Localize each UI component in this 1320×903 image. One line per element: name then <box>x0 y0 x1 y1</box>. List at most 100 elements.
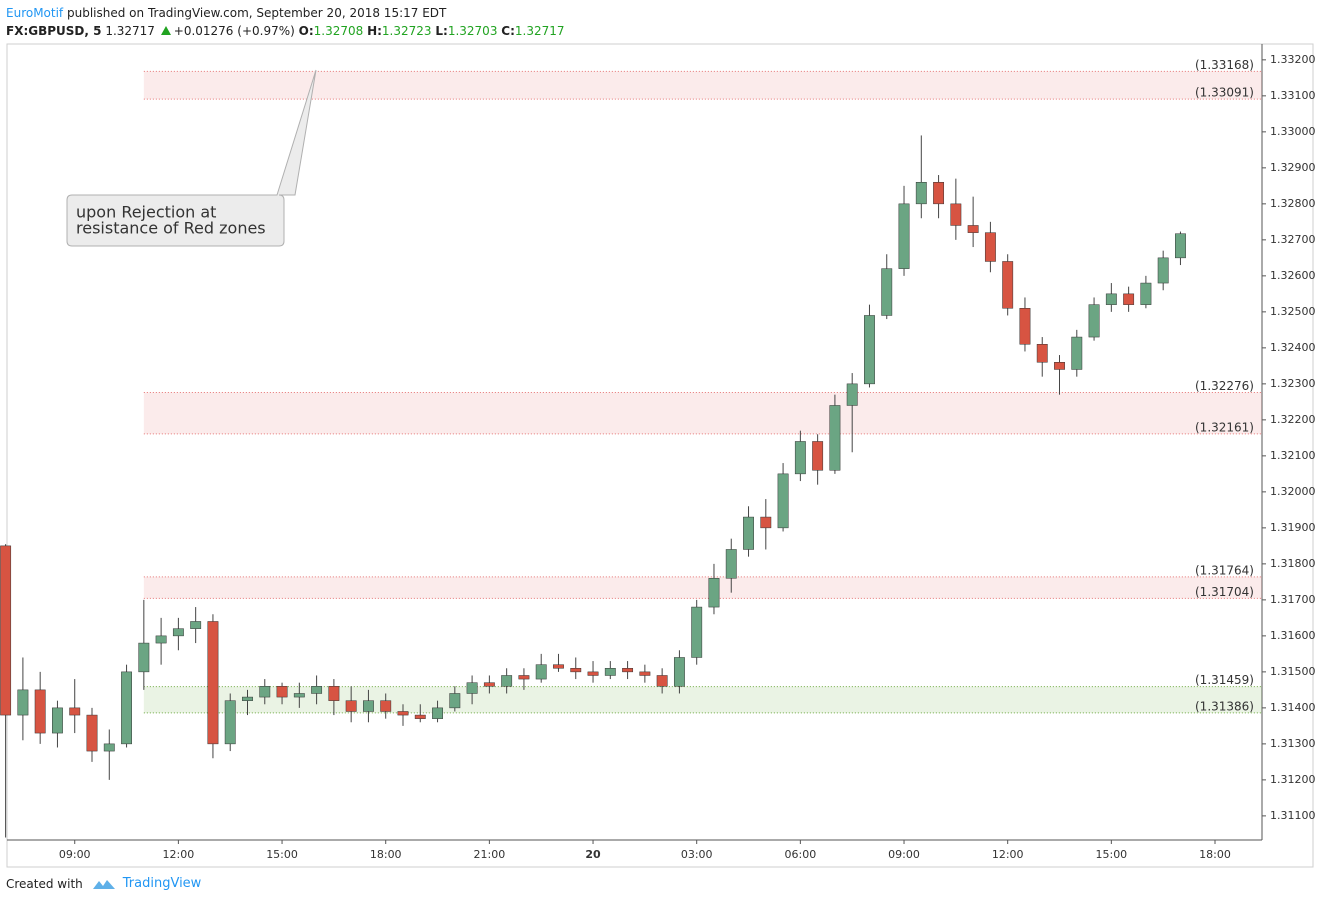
annotation-line: resistance of Red zones <box>76 219 266 238</box>
x-tick-label: 15:00 <box>266 848 298 861</box>
candle-body <box>777 473 789 529</box>
candle-body <box>293 693 305 698</box>
candle-body <box>242 696 253 701</box>
candle-body <box>190 621 202 629</box>
candle-body <box>812 441 824 471</box>
y-tick-label: 1.32100 <box>1270 449 1316 462</box>
candle-body <box>380 700 392 712</box>
y-tick-label: 1.31700 <box>1270 593 1316 606</box>
candle-body <box>1140 282 1152 305</box>
candle-body <box>311 686 323 694</box>
ohlc-value: 1.32708 <box>313 24 364 38</box>
candle-body <box>1175 233 1186 259</box>
y-tick-label: 1.32700 <box>1270 233 1316 246</box>
candle-body <box>138 642 150 673</box>
candle-body <box>121 671 132 745</box>
candle-body <box>864 315 875 385</box>
callout: upon Rejection at resistance of Red zone… <box>66 69 317 247</box>
ohlc-label: L: <box>435 24 448 38</box>
candle-body <box>155 635 167 644</box>
candle-body <box>449 693 461 709</box>
candle-body <box>52 707 63 734</box>
candle-body <box>483 682 495 687</box>
x-tick-label: 12:00 <box>163 848 195 861</box>
zone <box>143 392 1262 434</box>
candle-body <box>915 181 927 205</box>
candle-body <box>501 675 513 687</box>
candle-body <box>1157 257 1169 284</box>
y-tick-label: 1.33200 <box>1270 53 1316 66</box>
x-tick-label: 12:00 <box>992 848 1024 861</box>
ohlc-label: O: <box>298 24 314 38</box>
candle-body <box>0 545 12 716</box>
ohlc-value: 1.32717 <box>514 24 565 38</box>
x-tick-label: 18:00 <box>1199 848 1231 861</box>
x-tick-label: 06:00 <box>785 848 817 861</box>
y-tick-label: 1.31500 <box>1270 665 1316 678</box>
y-tick-label: 1.32900 <box>1270 161 1316 174</box>
brand: TradingView <box>122 876 202 891</box>
candle-body <box>414 714 426 719</box>
ohlc-value: 1.32703 <box>447 24 498 38</box>
candle-body <box>172 628 184 637</box>
plot: 1.31100 1.31200 1.31300 1.31400 1.31500 1.316… <box>0 53 1316 861</box>
candle-body <box>846 383 858 406</box>
candle-body <box>518 675 530 680</box>
candle-body <box>708 578 720 608</box>
created-with: Created with <box>6 876 83 891</box>
y-tick-label: 1.31200 <box>1270 773 1316 786</box>
x-tick-label: 09:00 <box>59 848 91 861</box>
header: EuroMotif published on TradingView.com, … <box>6 4 565 40</box>
candle-body <box>328 686 340 701</box>
candle-body <box>17 689 29 716</box>
zone <box>143 576 1262 599</box>
candle-body <box>86 714 98 752</box>
change: +0.01276 (+0.97%) <box>173 24 295 38</box>
zone-label: (1.31704) <box>1195 585 1254 599</box>
candle-body <box>363 700 374 712</box>
candle-body <box>1054 362 1065 370</box>
candle-body <box>587 671 599 676</box>
chart-frame <box>6 43 1314 868</box>
candle-body <box>345 700 357 712</box>
y-tick-label: 1.33100 <box>1270 89 1316 102</box>
candle-body <box>207 621 219 745</box>
candle-body <box>1036 344 1048 363</box>
footer: Created with TradingView <box>6 876 201 891</box>
candle-body <box>1105 293 1117 305</box>
y-tick-label: 1.31400 <box>1270 701 1316 714</box>
candle-body <box>743 516 754 550</box>
up-arrow <box>160 26 171 35</box>
candle-body <box>984 232 996 262</box>
candle-body <box>1088 304 1100 338</box>
candle-body <box>933 181 945 205</box>
candle-body <box>673 657 685 687</box>
y-tick-label: 1.31600 <box>1270 629 1316 642</box>
candle-body <box>276 686 288 698</box>
published: published on TradingView.com, September … <box>67 6 447 20</box>
zone <box>143 71 1262 100</box>
zone-label: (1.31459) <box>1195 673 1254 687</box>
candle-body <box>639 671 651 676</box>
candle-body <box>898 203 910 269</box>
candle-body <box>604 668 616 676</box>
zone-label: (1.32161) <box>1195 420 1254 434</box>
zone-label: (1.33168) <box>1195 58 1254 72</box>
y-tick-label: 1.31100 <box>1270 809 1316 822</box>
annotation-line: upon Rejection at <box>76 203 216 222</box>
y-tick-label: 1.33000 <box>1270 125 1316 138</box>
candle-body <box>725 549 737 579</box>
author: EuroMotif <box>6 6 64 20</box>
x-tick-label: 03:00 <box>681 848 713 861</box>
y-tick-label: 1.32400 <box>1270 341 1316 354</box>
y-tick-label: 1.32300 <box>1270 377 1316 390</box>
zone-label: (1.31764) <box>1195 563 1254 577</box>
callout-box <box>66 69 317 247</box>
x-tick-label: 18:00 <box>370 848 402 861</box>
candle-body <box>69 707 81 716</box>
candle-body <box>881 268 893 316</box>
candle-body <box>794 441 806 475</box>
candle-body <box>950 203 962 226</box>
